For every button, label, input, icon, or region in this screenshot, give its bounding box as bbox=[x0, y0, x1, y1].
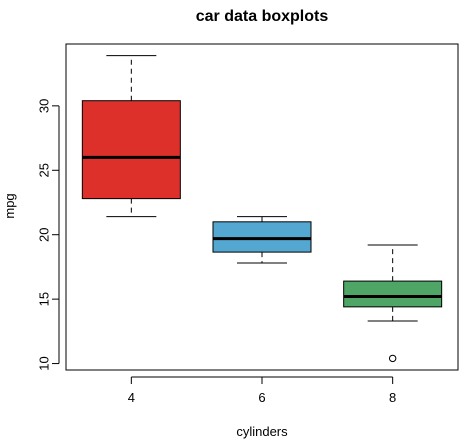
box-group-8 bbox=[343, 244, 443, 363]
y-tick-label: 20 bbox=[37, 227, 52, 241]
box-iqr bbox=[212, 221, 312, 253]
x-axis-label: cylinders bbox=[236, 424, 288, 439]
box-iqr bbox=[81, 100, 181, 200]
box-group-6 bbox=[212, 216, 312, 264]
x-tick-label: 6 bbox=[258, 390, 265, 405]
y-axis: 10 15 20 25 30 bbox=[37, 99, 60, 371]
box-iqr bbox=[343, 280, 443, 308]
y-tick-label: 30 bbox=[37, 99, 52, 113]
y-axis-label: mpg bbox=[2, 193, 17, 218]
x-tick-label: 4 bbox=[128, 390, 135, 405]
y-tick-label: 15 bbox=[37, 292, 52, 306]
y-tick-label: 25 bbox=[37, 163, 52, 177]
outlier-point bbox=[388, 354, 397, 363]
chart-title: car data boxplots bbox=[196, 8, 329, 25]
boxes bbox=[81, 55, 443, 363]
box-group-4 bbox=[81, 55, 181, 218]
x-axis: 4 6 8 bbox=[128, 376, 396, 405]
y-tick-label: 10 bbox=[37, 356, 52, 370]
plot-frame bbox=[65, 43, 459, 371]
x-tick-label: 8 bbox=[389, 390, 396, 405]
